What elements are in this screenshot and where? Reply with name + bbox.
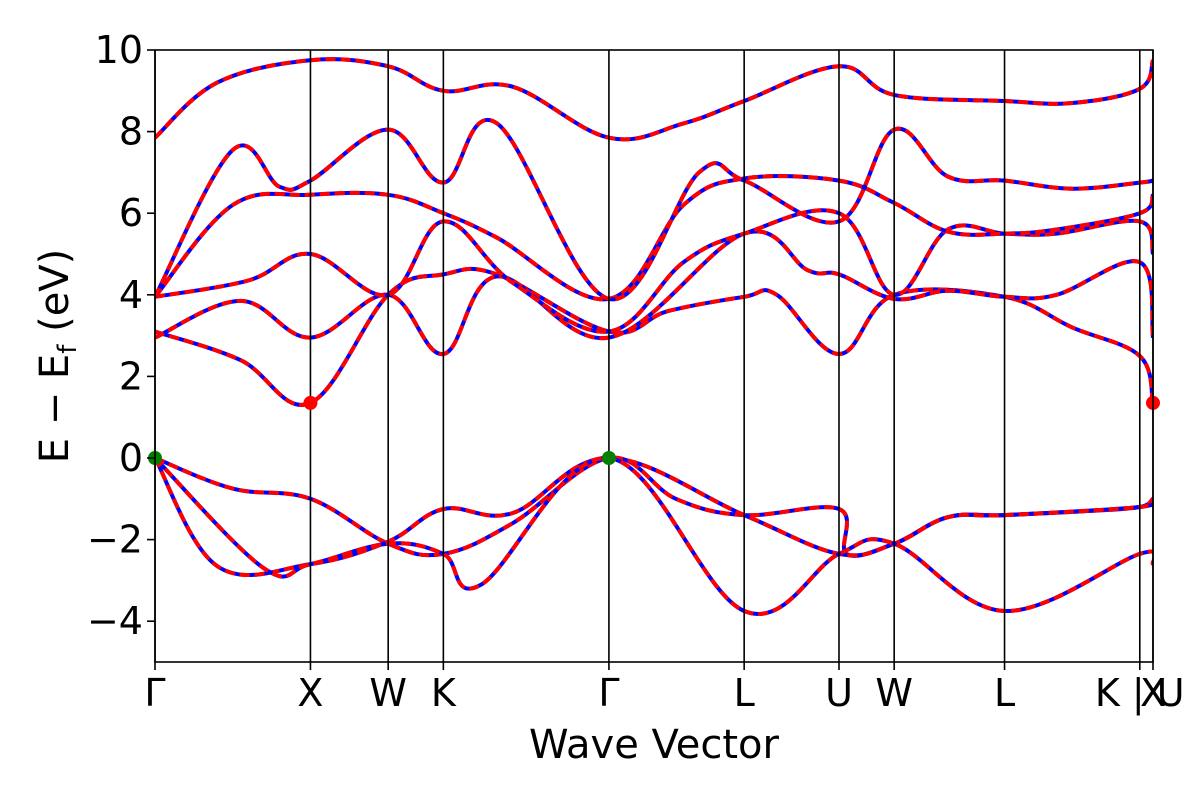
y-axis-label-subscript: f [53,344,83,354]
band-curves [155,57,1153,616]
y-tick-label-2: 0 [119,436,143,480]
cbm-marker-2 [303,395,318,410]
x-tick-label-8: L [994,671,1015,715]
x-tick-label-0: Γ [144,671,165,715]
y-axis-label-main: E − E [32,354,78,464]
x-tick-label-10: X [1140,671,1166,715]
band-8 [155,118,1153,301]
x-tick-label-3: K [431,671,457,715]
band-9-dashed [155,57,1153,142]
y-axis-ticks: −4 −2 0 2 4 6 8 10 [87,28,155,643]
x-tick-label-7: W [875,671,913,715]
x-tick-label-4: Γ [598,671,619,715]
band-5 [155,229,1153,356]
y-tick-label-7: 10 [95,28,143,72]
y-tick-label-5: 6 [119,191,143,235]
band-2 [155,455,1153,578]
band-7 [155,174,1153,302]
y-tick-label-1: −2 [87,518,143,562]
plot-frame [154,49,1154,663]
x-axis-label: Wave Vector [529,722,780,768]
y-tick-label-4: 4 [119,273,143,317]
band-8-dashed [155,118,1153,301]
y-axis-label: E − Ef (eV) [32,249,83,464]
band-1 [155,455,1153,558]
y-tick-label-6: 8 [119,110,143,154]
x-tick-label-5: L [734,671,755,715]
band-4 [155,266,1153,407]
y-tick-label-3: 2 [119,354,143,398]
x-tick-label-2: W [369,671,407,715]
x-tick-label-6: U [825,671,853,715]
band-1-dashed [155,455,1153,558]
band-3 [155,455,1153,616]
band-9 [155,57,1153,142]
y-tick-label-0: −4 [87,599,143,643]
x-tick-label-9: K | U [1095,671,1185,716]
kpoint-lines [154,50,1154,662]
y-axis-label-unit: (eV) [32,249,78,345]
vbm-marker-1 [601,451,616,465]
x-tick-label-1: X [297,671,323,715]
